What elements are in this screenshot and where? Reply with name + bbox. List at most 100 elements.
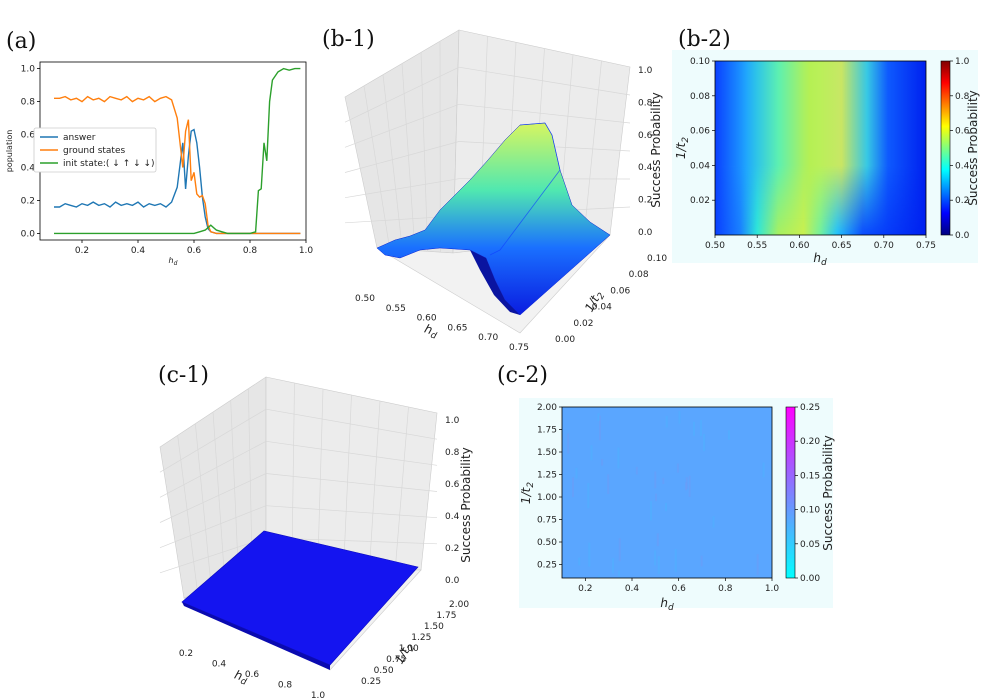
grid-line (159, 505, 267, 548)
x-tick-label: 1.0 (765, 584, 780, 594)
legend-label-init-state: init state:( ↓ ↑ ↓ ↓) (63, 159, 155, 169)
grid-line (394, 406, 409, 571)
legend: answer ground states init state:( ↓ ↑ ↓ … (33, 127, 157, 173)
y-tick-label: 1.50 (424, 622, 444, 632)
x-tick-label: 0.2 (578, 584, 592, 594)
x-tick-label: 0.50 (355, 294, 375, 304)
y-tick-label: 0.00 (555, 335, 575, 345)
heatmap-cell (685, 482, 688, 491)
heatmap-cell (654, 471, 657, 489)
x-tick-label: 0.6 (187, 246, 202, 256)
heatmap-cell (700, 420, 703, 437)
panel-label-a: (a) (6, 29, 36, 54)
legend-label-answer: answer (63, 133, 96, 143)
heatmap-frame (714, 60, 927, 236)
heatmap-cell (601, 458, 604, 466)
colorbar-tick-label: 0.6 (955, 127, 970, 137)
colorbar-tick-label: 0.2 (955, 196, 969, 206)
heatmap-cell (590, 445, 593, 461)
heatmap-cell (597, 575, 600, 578)
x-tick-label: 0.8 (718, 584, 733, 594)
y-tick-label: 0.10 (690, 57, 710, 67)
heatmap-field (562, 407, 772, 578)
y-tick-label: 0.10 (647, 254, 667, 264)
heatmap-cell (567, 433, 570, 454)
heatmap-cell (578, 557, 581, 566)
y-tick-label: 0.25 (361, 677, 381, 687)
grid-line (583, 60, 602, 239)
colorbar (785, 406, 796, 579)
grid-line (159, 473, 267, 523)
grid-line (194, 423, 212, 589)
heatmap-cell (597, 413, 600, 422)
y-tick-label: 2.00 (537, 403, 557, 413)
z-axis-label: Success Probability (649, 92, 663, 208)
y-tick-label: 1.50 (537, 448, 557, 458)
x-tick-label: 0.6 (672, 584, 687, 594)
y-tick-label: 2.00 (449, 600, 469, 610)
colorbar-tick-label: 0.25 (800, 403, 820, 413)
grid-line (159, 537, 267, 574)
x-axis-ticks: 0.2 0.4 0.6 0.8 1.0 (75, 240, 314, 256)
grid-line (363, 85, 391, 249)
x-tick-label: 1.0 (311, 691, 326, 699)
z-tick-label: 0.2 (445, 544, 459, 554)
grid-line (265, 440, 438, 466)
x-tick-label: 0.70 (874, 241, 894, 251)
heatmap-cell (635, 466, 638, 475)
y-tick-label: 0.8 (21, 98, 36, 108)
y-tick-label: 0.50 (537, 538, 557, 548)
z-tick-label: 0.4 (445, 512, 460, 522)
x-tick-label: 0.55 (747, 241, 767, 251)
colorbar (940, 60, 951, 236)
heatmap-cell (762, 462, 765, 478)
y-tick-label: 0.08 (690, 92, 710, 102)
heatmap-cell (688, 475, 691, 497)
heatmap-cell (693, 421, 696, 436)
colorbar-label: Success Probability (966, 90, 980, 206)
colorbar-tick-label: 1.0 (955, 57, 970, 67)
heatmap-cell (618, 570, 621, 577)
x-tick-label: 0.70 (478, 333, 498, 343)
grid-line (265, 505, 438, 519)
grid-line (230, 400, 240, 580)
heatmap-cell (618, 538, 621, 562)
y-tick-label: 0.06 (690, 127, 710, 137)
heatmap-cell (655, 493, 658, 502)
heatmap-cell (657, 556, 660, 574)
heatmap-cell (662, 477, 665, 485)
x-tick-label: 0.75 (916, 241, 936, 251)
axis-ticks: 0.2 0.4 0.6 0.8 1.0 0.25 0.50 0.75 1.00 1.25 1.50 1… (537, 403, 820, 594)
x-tick-label: 0.2 (75, 246, 89, 256)
x-tick-label: 0.75 (509, 343, 529, 353)
y-tick-label: 1.00 (399, 644, 419, 654)
z-tick-label: 0.0 (445, 576, 460, 586)
legend-box (33, 127, 157, 173)
x-tick-label: 1.0 (299, 246, 314, 256)
x-tick-label: 0.65 (832, 241, 852, 251)
y-tick-label: 0.08 (629, 270, 649, 280)
grid-line (177, 435, 199, 594)
colorbar-tick-label: 0.8 (955, 92, 970, 102)
z-tick-label: 0.8 (638, 98, 653, 108)
z-tick-label: 0.8 (445, 448, 460, 458)
axis-ticks: 0.0 0.2 0.4 0.6 0.8 1.0 0.50 0.55 0.60 0.65 0.70 0.… (355, 66, 667, 353)
z-tick-label: 1.0 (445, 416, 460, 426)
grid-line (159, 408, 267, 473)
panel-label-b1: (b-1) (322, 27, 375, 52)
y-tick-label: 1.75 (537, 426, 557, 436)
heatmap-texture (567, 411, 765, 578)
z-tick-label: 0.4 (638, 163, 653, 173)
surface-ridge (489, 122, 561, 256)
heatmap-cell (728, 430, 731, 440)
y-tick-label: 0.2 (21, 196, 35, 206)
surface-front-face (470, 250, 520, 315)
y-tick-label: 0.75 (386, 655, 406, 665)
heatmap-cell (612, 558, 615, 574)
heatmap-cell (700, 555, 703, 567)
colorbar-tick-label: 0.4 (955, 161, 970, 171)
y-tick-label: 0.02 (690, 196, 710, 206)
legend-label-ground-states: ground states (63, 146, 126, 156)
heatmap-frame (561, 406, 773, 579)
heatmap-c2: 0.2 0.4 0.6 0.8 1.0 0.25 0.50 0.75 1.00 1.25 1.50 1… (519, 398, 835, 613)
